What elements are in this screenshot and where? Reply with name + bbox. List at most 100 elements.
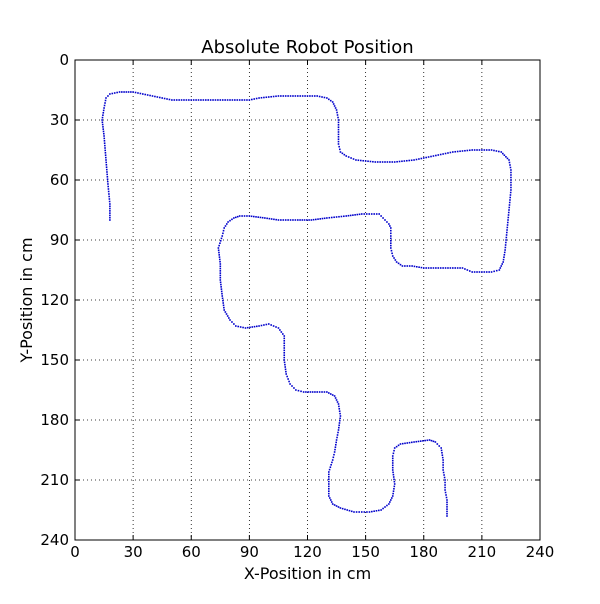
data-point: [267, 323, 270, 325]
x-tick-label: 0: [70, 543, 80, 561]
data-point: [335, 441, 337, 444]
data-point: [301, 219, 304, 221]
data-point: [299, 95, 302, 97]
data-point: [125, 91, 128, 93]
data-point: [391, 457, 394, 460]
data-point: [393, 488, 395, 490]
data-point: [506, 157, 509, 160]
data-point: [328, 483, 330, 485]
data-point: [466, 269, 469, 271]
data-point: [333, 453, 335, 456]
data-point: [224, 99, 226, 101]
data-point: [506, 226, 509, 229]
data-point: [446, 499, 448, 501]
data-point: [490, 149, 493, 151]
data-point: [277, 95, 280, 97]
data-point: [399, 443, 402, 445]
data-point: [336, 114, 339, 116]
data-point: [393, 480, 396, 483]
data-point: [306, 95, 309, 97]
data-point: [283, 344, 286, 347]
data-point: [386, 221, 388, 223]
data-point: [339, 507, 342, 509]
data-point: [488, 271, 490, 273]
data-point: [102, 132, 105, 135]
data-point: [105, 164, 108, 166]
data-point: [419, 440, 422, 442]
data-point: [185, 99, 188, 101]
data-point: [328, 492, 330, 495]
data-point: [378, 509, 380, 512]
data-point: [337, 121, 340, 124]
data-point: [222, 229, 225, 232]
y-axis-label: Y-Position in cm: [17, 237, 36, 363]
data-point: [336, 401, 339, 403]
data-point: [107, 185, 109, 188]
data-point: [509, 199, 511, 201]
data-point: [328, 485, 330, 488]
data-point: [374, 161, 377, 163]
data-point: [437, 154, 440, 156]
data-point: [222, 304, 225, 307]
data-point: [146, 94, 149, 96]
data-point: [390, 227, 392, 229]
data-point: [102, 126, 104, 128]
y-tick-label: 150: [40, 351, 69, 369]
data-point: [102, 109, 105, 112]
data-point: [388, 223, 390, 225]
data-point: [436, 443, 439, 445]
data-point: [228, 317, 230, 319]
data-point: [217, 247, 220, 249]
data-point: [151, 95, 154, 97]
data-point: [413, 441, 415, 443]
data-point: [156, 96, 159, 98]
data-point: [390, 244, 392, 247]
data-point: [109, 205, 111, 208]
data-point: [108, 193, 110, 195]
data-point: [347, 156, 350, 158]
data-point: [265, 323, 268, 326]
data-point: [328, 495, 330, 497]
data-point: [404, 265, 406, 267]
data-point: [283, 347, 286, 349]
data-point: [234, 99, 236, 101]
data-point: [173, 99, 176, 101]
data-point: [504, 244, 507, 246]
data-point: [510, 184, 512, 186]
data-point: [389, 161, 391, 163]
data-point: [503, 256, 505, 258]
data-point: [139, 92, 142, 95]
data-point: [391, 455, 394, 457]
data-point: [510, 176, 512, 179]
data-point: [227, 221, 229, 223]
data-point: [401, 160, 403, 163]
data-point: [509, 164, 511, 166]
y-tick-label: 0: [59, 51, 69, 69]
data-point: [439, 153, 442, 156]
data-point: [219, 274, 222, 277]
data-point: [509, 196, 512, 199]
data-point: [219, 279, 222, 281]
data-point: [503, 154, 506, 156]
data-point: [392, 492, 394, 495]
data-point: [329, 393, 332, 395]
data-point: [413, 159, 415, 161]
data-point: [360, 511, 363, 513]
data-point: [390, 240, 392, 242]
data-point: [381, 161, 384, 163]
data-point: [233, 217, 235, 219]
data-point: [408, 159, 411, 162]
data-point: [142, 93, 144, 95]
data-point: [292, 219, 294, 221]
data-point: [224, 311, 227, 313]
data-point: [307, 391, 309, 393]
data-point: [500, 151, 503, 153]
data-point: [358, 213, 361, 216]
data-point: [264, 217, 266, 219]
data-point: [452, 267, 454, 269]
data-point: [183, 99, 185, 101]
data-point: [144, 93, 147, 96]
data-point: [493, 149, 495, 152]
data-point: [335, 109, 338, 111]
data-point: [392, 473, 395, 476]
